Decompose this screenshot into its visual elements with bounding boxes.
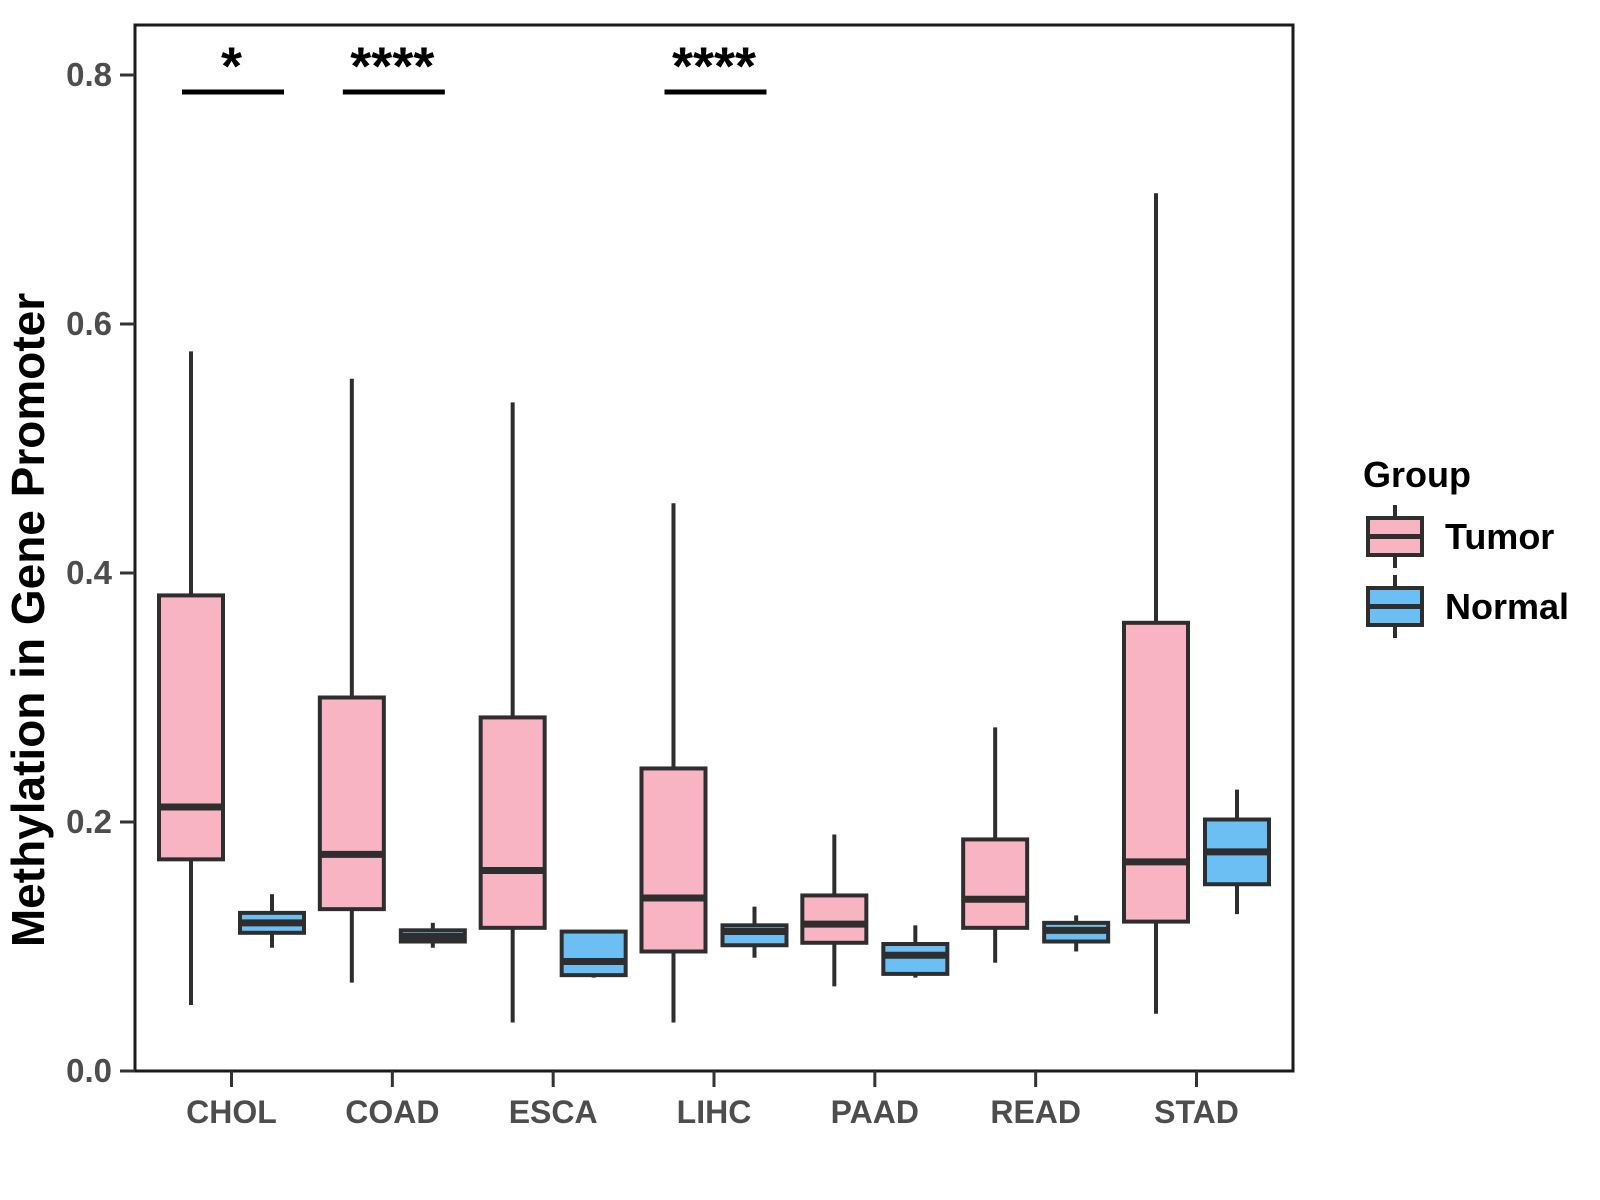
y-tick-label: 0.4: [66, 554, 113, 591]
box-STAD-Tumor: [1122, 620, 1190, 924]
y-tick-label: 0.6: [66, 305, 112, 342]
x-tick-label-CHOL: CHOL: [186, 1094, 277, 1130]
box-CHOL-Tumor: [157, 593, 225, 862]
legend-label-tumor: Tumor: [1445, 516, 1554, 557]
box-READ-Tumor: [961, 837, 1030, 930]
significance-label-COAD: ****: [350, 36, 434, 96]
box-ESCA-Normal: [559, 929, 628, 978]
significance-label-LIHC: ****: [672, 36, 756, 96]
significance-label-CHOL: *: [221, 36, 242, 96]
y-axis-title: Methylation in Gene Promoter: [2, 293, 54, 947]
box-PAAD-Tumor: [800, 893, 869, 945]
y-tick-label: 0.2: [66, 803, 112, 840]
x-tick-label-READ: READ: [990, 1094, 1081, 1130]
x-tick-label-STAD: STAD: [1154, 1094, 1239, 1130]
y-tick-label: 0.8: [66, 56, 112, 93]
panel-border: [133, 23, 1295, 1073]
legend-title: Group: [1363, 454, 1471, 495]
box-PAAD-Normal: [881, 942, 950, 976]
box-COAD-Tumor: [317, 695, 386, 912]
x-tick-label-PAAD: PAAD: [831, 1094, 919, 1130]
x-tick-label-LIHC: LIHC: [677, 1094, 752, 1130]
x-tick-label-COAD: COAD: [345, 1094, 439, 1130]
box-ESCA-Tumor: [478, 715, 547, 930]
box-LIHC-Tumor: [639, 766, 708, 954]
y-tick-label: 0.0: [66, 1052, 112, 1089]
legend-label-normal: Normal: [1445, 586, 1569, 627]
x-tick-label-ESCA: ESCA: [509, 1094, 598, 1130]
